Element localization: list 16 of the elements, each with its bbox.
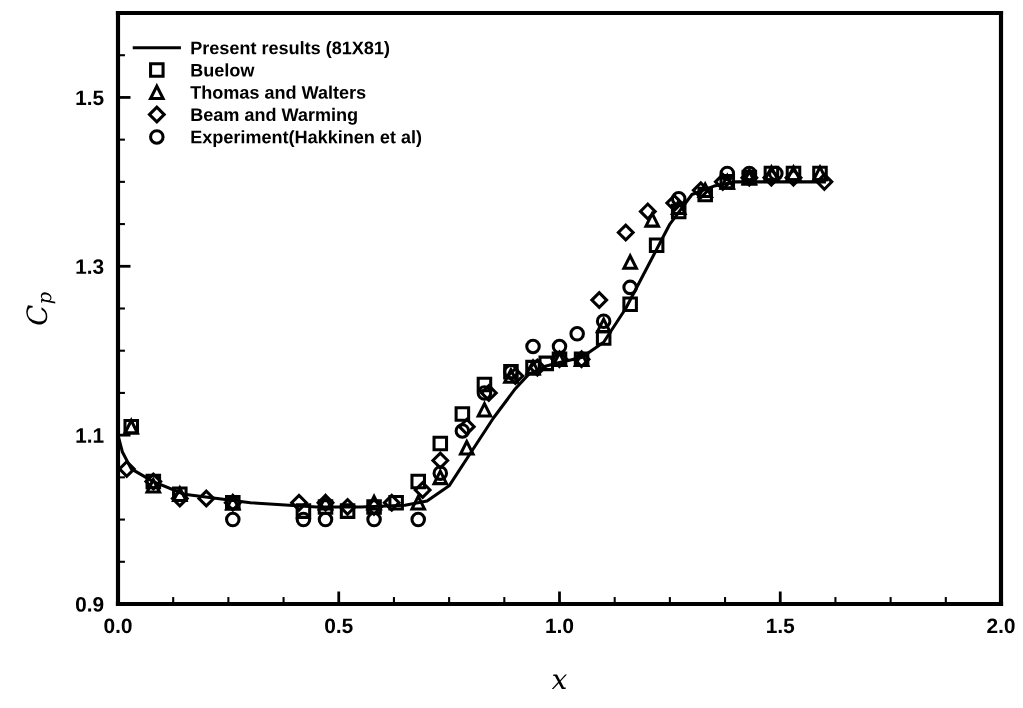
x-tick-label: 0.5 [325, 618, 353, 634]
y-tick-label: 1.5 [76, 90, 104, 106]
legend-label: Thomas and Walters [190, 85, 366, 99]
y-tick-label: 1.1 [76, 428, 104, 443]
legend-label: Beam and Warming [191, 107, 357, 125]
x-tick-label: 1.5 [767, 618, 795, 634]
legend-label: Present results (81X81) [191, 41, 390, 58]
x-tick-label: 0.0 [104, 618, 132, 634]
x-tick-label: 1.0 [546, 618, 574, 634]
y-tick-label: 0.9 [75, 597, 104, 612]
y-tick-label: 1.3 [76, 259, 104, 275]
legend-label: Experiment(Hakkinen et al) [191, 130, 422, 147]
y-axis-title: C$_{p}$ [26, 292, 56, 325]
x-tick-label: 2.0 [987, 618, 1015, 634]
legend-label: Buelow [191, 63, 255, 77]
x-axis-title: x [551, 674, 567, 689]
